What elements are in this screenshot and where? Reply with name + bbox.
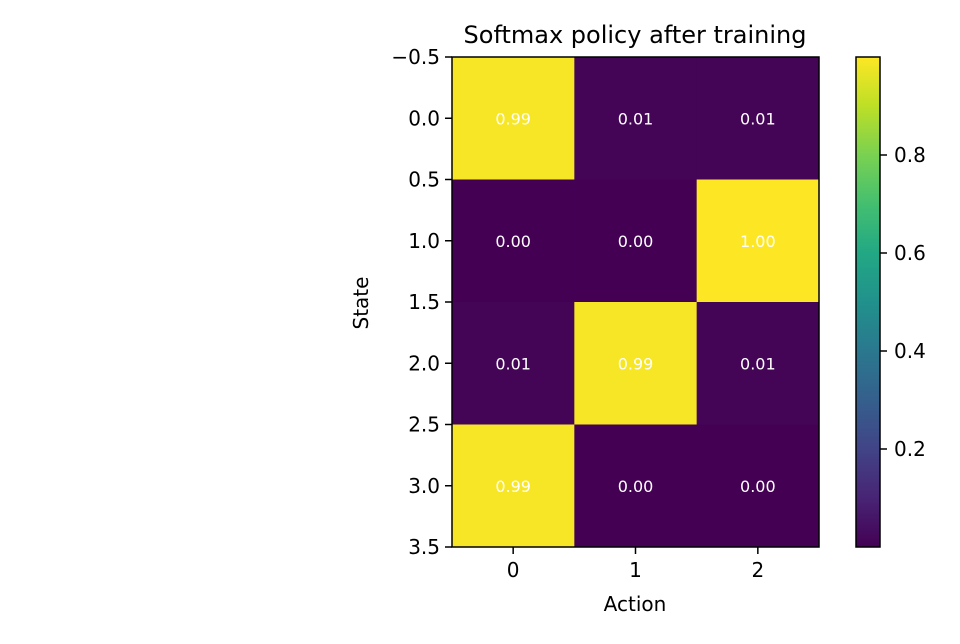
- x-tick-label: 2: [751, 558, 764, 582]
- cell-value-label: 0.99: [618, 354, 654, 373]
- heatmap-cell: [452, 424, 575, 548]
- cell-value-label: 0.01: [618, 109, 654, 128]
- heatmap-cell-labels: 0.99 0.01 0.01 0.00 0.00 1.00 0.01 0.99 0.01 0.99…: [495, 109, 775, 496]
- cell-value-label: 0.00: [618, 477, 654, 496]
- y-tick-label: 3.5: [408, 535, 440, 559]
- heatmap-cell: [452, 179, 575, 303]
- heatmap-cell: [574, 57, 698, 180]
- heatmap-cell: [696, 302, 820, 425]
- heatmap-cells: [452, 57, 820, 548]
- heatmap-cell: [574, 179, 698, 303]
- heatmap-cell: [696, 57, 820, 180]
- y-axis-label: State: [349, 277, 373, 330]
- y-tick-label: 3.0: [408, 474, 440, 498]
- y-tick-label: 0.5: [408, 168, 440, 192]
- colorbar-tick-label: 0.6: [894, 241, 926, 265]
- heatmap-cell: [696, 179, 820, 303]
- cell-value-label: 0.00: [618, 232, 654, 251]
- y-axis: −0.5 0.0 0.5 1.0 1.5 2.0 2.5 3.0 3.5: [391, 45, 452, 559]
- colorbar-tick-label: 0.2: [894, 437, 926, 461]
- y-tick-label: 1.5: [408, 290, 440, 314]
- heatmap-cell: [574, 302, 698, 425]
- x-axis-label: Action: [604, 592, 667, 616]
- colorbar-tick-label: 0.8: [894, 143, 926, 167]
- cell-value-label: 0.01: [740, 109, 776, 128]
- cell-value-label: 1.00: [740, 232, 776, 251]
- y-tick-label: 0.0: [408, 106, 440, 130]
- colorbar-axis: 0.2 0.4 0.6 0.8: [880, 143, 926, 461]
- cell-value-label: 0.01: [740, 354, 776, 373]
- cell-value-label: 0.01: [495, 354, 531, 373]
- colorbar: [855, 56, 881, 548]
- y-tick-label: 1.0: [408, 229, 440, 253]
- heatmap-cell: [452, 57, 575, 180]
- x-axis: 0 1 2: [507, 547, 764, 582]
- x-tick-label: 1: [629, 558, 642, 582]
- cell-value-label: 0.00: [740, 477, 776, 496]
- colorbar-tick-label: 0.4: [894, 339, 926, 363]
- y-tick-label: 2.5: [408, 413, 440, 437]
- y-tick-label: −0.5: [391, 45, 440, 69]
- cell-value-label: 0.00: [495, 232, 531, 251]
- chart-title: Softmax policy after training: [464, 21, 807, 49]
- x-tick-label: 0: [507, 558, 520, 582]
- heatmap-cell: [574, 424, 698, 548]
- heatmap-cell: [696, 424, 820, 548]
- cell-value-label: 0.99: [495, 109, 531, 128]
- cell-value-label: 0.99: [495, 477, 531, 496]
- y-tick-label: 2.0: [408, 351, 440, 375]
- heatmap-cell: [452, 302, 575, 425]
